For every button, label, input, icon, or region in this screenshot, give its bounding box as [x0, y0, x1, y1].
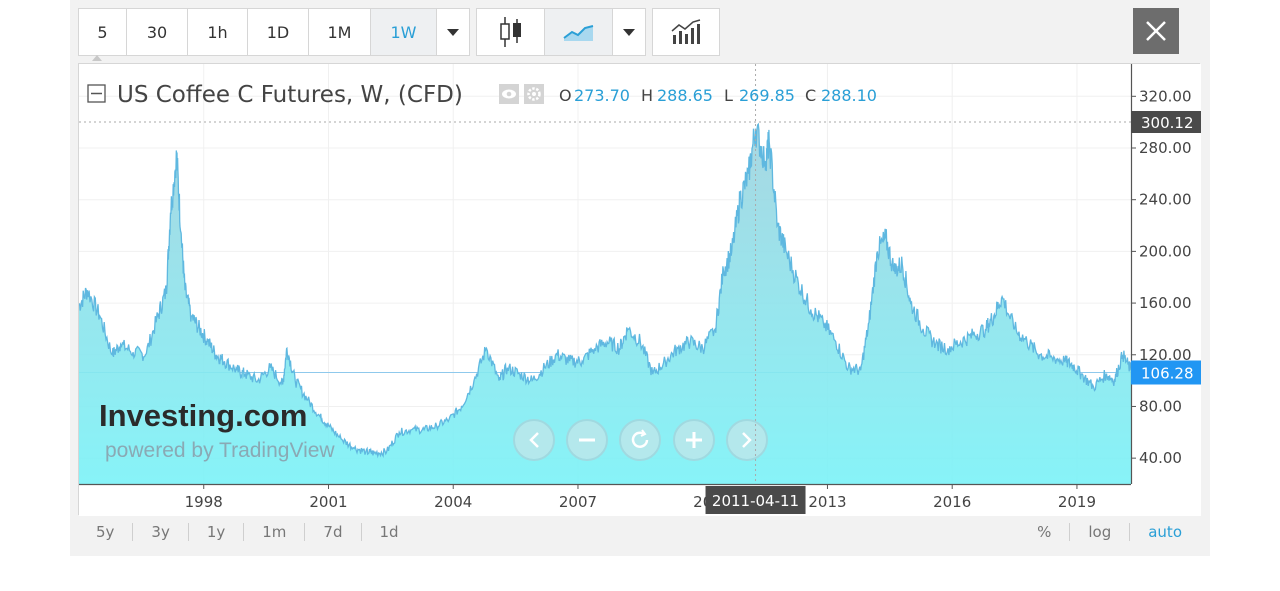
series-title: US Coffee C Futures, W, (CFD) [117, 82, 463, 108]
price-tick-label: 160.00 [1139, 294, 1192, 312]
close-icon [1146, 21, 1166, 41]
range-bar: 5y 3y 1y 1m 7d 1d % log auto [78, 516, 1200, 548]
close-button[interactable] [1133, 8, 1179, 54]
interval-30-button[interactable]: 30 [127, 9, 188, 55]
time-tick-label: 1998 [185, 493, 223, 511]
candlestick-chart-button[interactable] [477, 9, 545, 55]
chart-type-selector [476, 8, 646, 56]
chevron-down-icon [623, 28, 635, 36]
price-tick-label: 80.00 [1139, 397, 1182, 415]
log-scale-button[interactable]: log [1070, 523, 1131, 541]
crosshair-date-tag [705, 486, 806, 514]
zoom-in-button[interactable] [673, 419, 715, 461]
powered-by-text: powered by TradingView [105, 439, 335, 462]
range-1m-button[interactable]: 1m [244, 523, 306, 541]
price-tick-label: 320.00 [1139, 87, 1192, 105]
open-value: 273.70 [574, 86, 630, 105]
low-value: 269.85 [739, 86, 795, 105]
price-tick-label: 40.00 [1139, 449, 1182, 467]
interval-selector: 5 30 1h 1D 1M 1W [78, 8, 470, 56]
chart-type-dropdown-button[interactable] [613, 9, 645, 55]
percent-scale-button[interactable]: % [1019, 523, 1071, 541]
arrow-up-icon [92, 55, 102, 61]
price-area-fill [79, 124, 1131, 484]
range-5y-button[interactable]: 5y [78, 523, 134, 541]
interval-1w-button[interactable]: 1W [371, 9, 437, 55]
close-value: 288.10 [821, 86, 877, 105]
interval-dropdown-button[interactable] [437, 9, 469, 55]
chevron-down-icon [447, 28, 459, 36]
high-label: H [641, 86, 653, 105]
reset-zoom-button[interactable] [619, 419, 661, 461]
collapse-legend-button[interactable] [87, 84, 106, 103]
price-axis-background [1131, 64, 1201, 516]
range-1y-button[interactable]: 1y [189, 523, 245, 541]
price-axis: 40.00 80.00 120.00 160.00 200.00 240.00 280.00… [1130, 64, 1201, 516]
interval-1d-button[interactable]: 1D [248, 9, 309, 55]
crosshair-date-label: 2011-04-11 [712, 492, 799, 510]
price-chart[interactable]: Investing.com powered by TradingView [79, 64, 1201, 516]
price-tick-label: 240.00 [1139, 191, 1192, 209]
crosshair-price-tag [1131, 110, 1201, 133]
chevron-left-icon [529, 432, 539, 448]
svg-text:O 273.70 H: O 273.70 H 288.65 L 269.85 C 288.10 [559, 86, 877, 105]
visibility-toggle-button[interactable] [499, 84, 519, 104]
chevron-right-icon [742, 432, 752, 448]
high-value: 288.65 [657, 86, 713, 105]
chart-widget: 5 30 1h 1D 1M 1W [70, 0, 1210, 556]
time-tick-label: 2007 [559, 493, 597, 511]
refresh-icon [631, 431, 649, 448]
interval-1m-button[interactable]: 1M [309, 9, 371, 55]
scroll-right-button[interactable] [726, 419, 768, 461]
indicators-group [652, 8, 720, 56]
series-settings-button[interactable] [524, 84, 544, 104]
indicators-button[interactable] [653, 9, 719, 55]
scale-options: % log auto [1019, 523, 1200, 541]
range-3y-button[interactable]: 3y [133, 523, 189, 541]
time-tick-label: 2001 [309, 493, 347, 511]
auto-scale-button[interactable]: auto [1148, 523, 1182, 541]
price-series-line [79, 122, 1132, 459]
time-tick-label: 2016 [933, 493, 971, 511]
chart-area[interactable]: Investing.com powered by TradingView [78, 63, 1201, 516]
time-tick-label: 2004 [434, 493, 472, 511]
interval-5-button[interactable]: 5 [79, 9, 127, 55]
close-label: C [805, 86, 816, 105]
last-price-label: 106.28 [1141, 364, 1194, 382]
open-label: O [559, 86, 572, 105]
price-tick-label: 120.00 [1139, 346, 1192, 364]
crosshair-price-label: 300.12 [1141, 114, 1194, 132]
indicators-icon [671, 19, 701, 44]
range-7d-button[interactable]: 7d [305, 523, 362, 541]
area-chart-button[interactable] [545, 9, 613, 55]
interval-1h-button[interactable]: 1h [188, 9, 248, 55]
investing-logo: Investing.com [99, 398, 307, 433]
gear-icon [527, 87, 541, 101]
watermark: Investing.com powered by TradingView [99, 398, 335, 462]
series-legend: US Coffee C Futures, W, (CFD) O 273.70 H… [87, 82, 877, 108]
chart-navigation [513, 419, 768, 461]
scroll-left-button[interactable] [513, 419, 555, 461]
price-tick-label: 200.00 [1139, 242, 1192, 260]
range-1d-button[interactable]: 1d [379, 523, 399, 541]
time-axis-background [79, 484, 1131, 516]
last-price-tag [1131, 360, 1201, 385]
price-tick-label: 280.00 [1139, 139, 1192, 157]
time-tick-label: 2013 [808, 493, 846, 511]
low-label: L [724, 86, 733, 105]
candlestick-icon [499, 17, 521, 47]
zoom-out-button[interactable] [566, 419, 608, 461]
crosshair [79, 64, 1131, 484]
area-chart-icon [562, 25, 593, 41]
time-tick-label: 2019 [1058, 493, 1096, 511]
